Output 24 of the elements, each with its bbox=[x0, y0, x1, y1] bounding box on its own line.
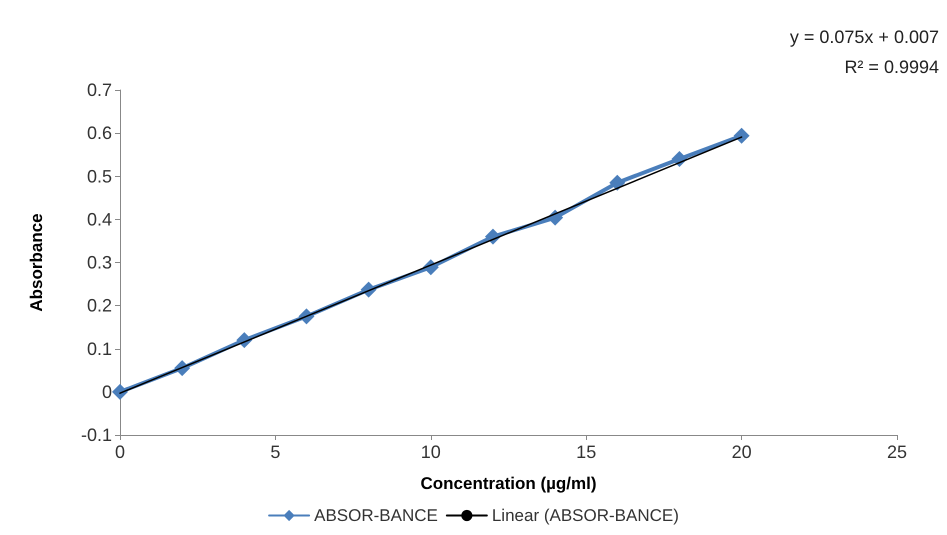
y-axis-title: Absorbance bbox=[27, 213, 46, 312]
x-tick-label: 25 bbox=[886, 442, 908, 462]
y-tick-label: 0.4 bbox=[86, 209, 112, 230]
legend-label: Linear (ABSOR-BANCE) bbox=[492, 506, 679, 525]
text: R² = 0.9994 bbox=[844, 57, 939, 77]
x-tick-label: 5 bbox=[270, 442, 280, 462]
point bbox=[609, 174, 626, 191]
y-tick-label: 0.3 bbox=[86, 252, 112, 272]
x-tick-label: 20 bbox=[732, 442, 752, 462]
y-tick-label: 0.1 bbox=[86, 338, 112, 359]
y-tick-label: 0 bbox=[102, 382, 112, 402]
text: y = 0.075x + 0.007 bbox=[790, 27, 939, 47]
legend-label: ABSOR-BANCE bbox=[314, 506, 438, 525]
x-tick-label: 15 bbox=[576, 442, 596, 462]
y-tick-label: 0.2 bbox=[86, 296, 112, 316]
y-tick-label: 0.5 bbox=[86, 166, 112, 186]
x-tick-label: 10 bbox=[420, 442, 441, 462]
y-tick-label: 0.6 bbox=[86, 123, 112, 144]
y-tick-label: -0.1 bbox=[80, 425, 112, 445]
x-tick-label: 0 bbox=[114, 442, 126, 462]
point bbox=[112, 384, 128, 400]
x-axis-title: Concentration (µg/ml) bbox=[420, 474, 597, 493]
y-tick-label: 0.7 bbox=[86, 80, 112, 100]
point bbox=[734, 128, 750, 144]
